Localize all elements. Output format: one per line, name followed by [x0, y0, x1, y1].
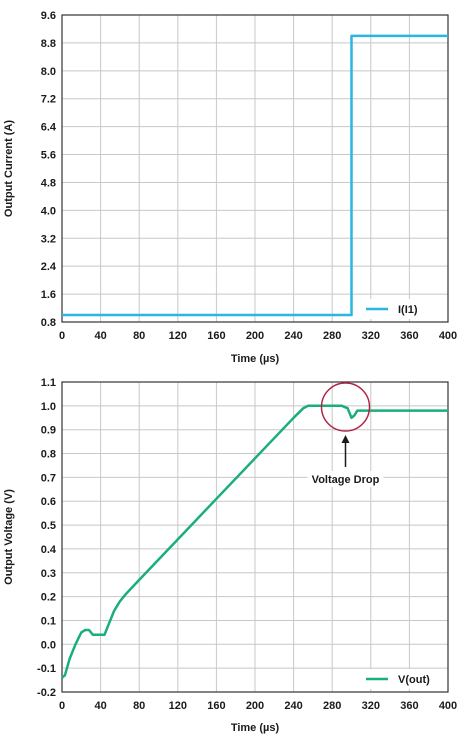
x-tick-label: 80	[133, 330, 145, 342]
x-tick-label: 400	[439, 330, 457, 342]
y-tick-label: 8.8	[41, 38, 56, 50]
x-axis-label: Time (µs)	[231, 722, 280, 734]
x-tick-label: 0	[59, 700, 65, 712]
y-tick-label: 5.6	[41, 150, 56, 162]
y-axis-label: Output Current (A)	[3, 120, 15, 217]
y-tick-label: -0.2	[37, 687, 56, 699]
legend-label: I(I1)	[398, 304, 418, 316]
y-tick-label: 6.4	[41, 122, 57, 134]
legend-label: V(out)	[398, 674, 430, 686]
current-plot: 0 40 80 120 160 200 240 280 320 360 400 0.8 1.6 2.4 3.…	[3, 10, 457, 365]
y-tick-label: 0.8	[41, 317, 56, 329]
series-line	[62, 34, 448, 317]
x-tick-label: 240	[284, 700, 302, 712]
y-axis-label: Output Voltage (V)	[3, 489, 15, 585]
y-tick-label: 0.0	[41, 639, 56, 651]
y-tick-label: 0.7	[41, 472, 56, 484]
plot-frame	[61, 381, 449, 693]
y-tick-label: 2.4	[41, 261, 57, 273]
series-line	[61, 404, 448, 679]
y-tick-label: 1.1	[41, 377, 56, 389]
x-tick-label: 120	[169, 330, 187, 342]
y-tick-label: 0.9	[41, 425, 56, 437]
y-tick-label: 0.1	[41, 615, 56, 627]
annotation-bg	[307, 471, 384, 487]
x-tick-label: 160	[207, 700, 225, 712]
x-tick-label: 320	[362, 700, 380, 712]
x-tick-label: 40	[94, 700, 106, 712]
y-tick-label: 3.2	[41, 233, 56, 245]
x-tick-label: 0	[59, 330, 65, 342]
y-tick-label: -0.1	[37, 663, 56, 675]
x-tick-label: 200	[246, 330, 264, 342]
arrow-head-icon	[341, 435, 350, 443]
y-tick-label: 0.8	[41, 449, 56, 461]
x-tick-label: 200	[246, 700, 264, 712]
y-tick-label: 0.5	[41, 520, 56, 532]
plot-frame	[61, 14, 449, 323]
y-tick-label: 0.4	[41, 544, 57, 556]
legend-box	[358, 669, 444, 689]
y-tick-label: 1.6	[41, 289, 56, 301]
voltage-drop-label: Voltage Drop	[312, 474, 380, 486]
y-tick-label: 1.0	[41, 401, 56, 413]
x-tick-label: 280	[323, 700, 341, 712]
x-tick-label: 360	[400, 330, 418, 342]
x-tick-label: 120	[169, 700, 187, 712]
x-tick-label: 240	[284, 330, 302, 342]
y-tick-label: 8.0	[41, 66, 56, 78]
x-axis-label: Time (µs)	[231, 353, 280, 365]
voltage-plot: 0 40 80 120 160 200 240 280 320 360 400 -0.2 -0.1 0.0…	[3, 377, 457, 734]
x-tick-label: 40	[94, 330, 106, 342]
x-tick-label: 320	[362, 330, 380, 342]
y-tick-label: 0.3	[41, 568, 56, 580]
y-tick-label: 7.2	[41, 94, 56, 106]
y-tick-label: 0.6	[41, 496, 56, 508]
y-tick-label: 4.0	[41, 205, 56, 217]
y-tick-label: 4.8	[41, 177, 56, 189]
x-tick-label: 360	[400, 700, 418, 712]
y-tick-label: 9.6	[41, 10, 56, 22]
voltage-drop-circle	[320, 382, 371, 432]
x-tick-label: 400	[439, 700, 457, 712]
x-tick-label: 280	[323, 330, 341, 342]
legend-box	[358, 299, 444, 319]
y-tick-label: 0.2	[41, 592, 56, 604]
x-tick-label: 80	[133, 700, 145, 712]
x-tick-label: 160	[207, 330, 225, 342]
